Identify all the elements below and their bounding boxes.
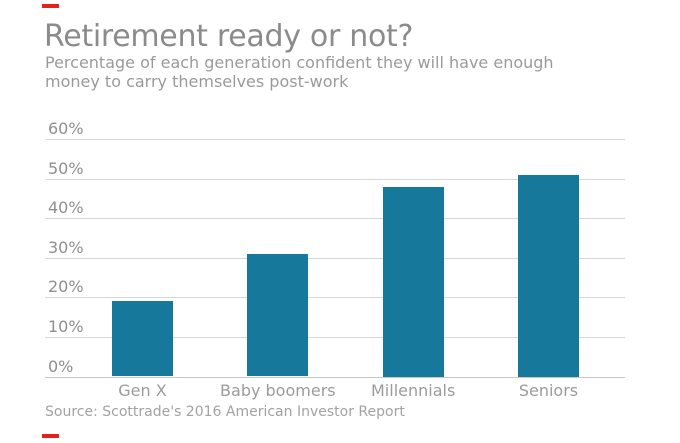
gridline-60% (45, 139, 625, 140)
chart-subtitle-line-2: money to carry themselves post-work (45, 72, 349, 91)
y-tick-label-50%: 50% (48, 158, 84, 178)
x-axis-line (45, 376, 625, 378)
y-tick-label-0%: 0% (48, 356, 74, 376)
brand-red-dash-top (42, 4, 59, 8)
source-note: Source: Scottrade's 2016 American Invest… (45, 404, 405, 420)
y-tick-label-10%: 10% (48, 316, 84, 336)
bar-millennials (382, 186, 444, 377)
x-category-label-seniors: Seniors (518, 381, 579, 400)
chart-title: Retirement ready or not? (44, 19, 414, 54)
bar-seniors (517, 174, 579, 377)
gridline-30% (45, 257, 625, 259)
chart-subtitle: Percentage of each generation confident … (45, 53, 554, 91)
y-tick-label-20%: 20% (48, 277, 84, 297)
y-tick-label-30%: 30% (48, 237, 84, 257)
gridline-50% (45, 178, 625, 180)
y-tick-label-40%: 40% (48, 198, 84, 218)
gridline-20% (45, 297, 625, 299)
gridline-10% (45, 336, 625, 338)
x-category-label-gen-x: Gen X (118, 381, 167, 400)
brand-red-dash-bottom (42, 434, 59, 438)
y-tick-label-60%: 60% (48, 119, 84, 138)
bar-baby-boomers (247, 253, 309, 377)
bar-gen-x (112, 301, 173, 377)
x-category-label-baby-boomers: Baby boomers (220, 381, 336, 400)
chart-subtitle-line-1: Percentage of each generation confident … (45, 53, 554, 72)
gridline-40% (45, 218, 625, 220)
x-category-label-millennials: Millennials (371, 381, 456, 400)
